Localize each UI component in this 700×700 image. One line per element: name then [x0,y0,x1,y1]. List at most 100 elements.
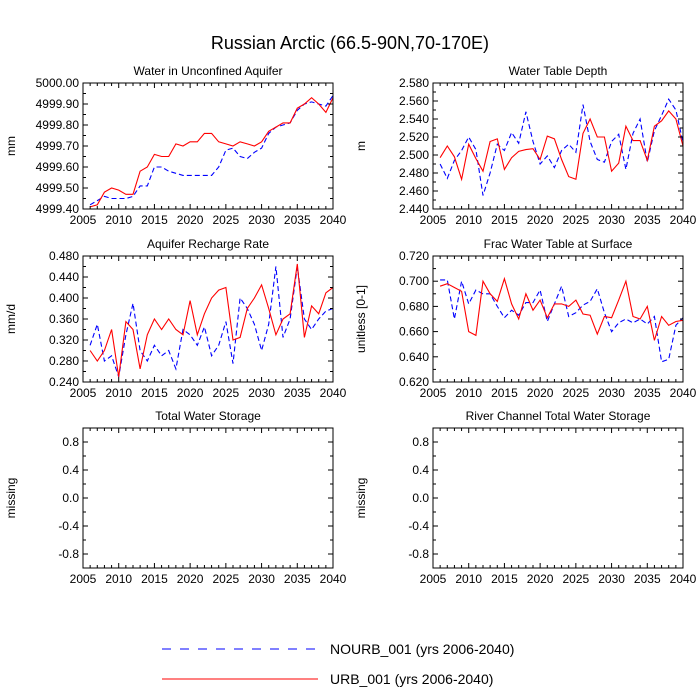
y-tick-label: -0.8 [408,547,429,561]
y-tick-label: 0.440 [49,270,79,284]
panel-4: Frac Water Table at Surface unitless [0-1… [354,237,697,400]
y-tick-label: 2.580 [399,76,429,90]
y-tick-label: 0.700 [399,274,429,288]
x-tick-label: 2040 [670,213,697,227]
y-tick-label: 4999.90 [36,97,80,111]
y-tick-label: 0.240 [49,375,79,389]
x-tick-label: 2015 [141,213,168,227]
y-tick-label: 0.660 [399,325,429,339]
x-tick-label: 2035 [634,213,661,227]
y-axis-label: mm [4,136,18,156]
x-tick-label: 2040 [670,572,697,586]
series-line-urb [439,110,684,182]
x-tick-label: 2015 [491,386,518,400]
x-tick-label: 2010 [105,213,132,227]
x-tick-label: 2010 [455,213,482,227]
y-tick-label: 0.360 [49,312,79,326]
x-tick-label: 2020 [177,572,204,586]
y-axis-label: missing [354,478,368,519]
y-tick-label: 2.560 [399,94,429,108]
panel-title: Aquifer Recharge Rate [147,237,269,251]
series-line-urb [439,276,684,341]
x-tick-label: 2010 [455,386,482,400]
y-tick-label: 4999.60 [36,160,80,174]
x-tick-label: 2040 [670,386,697,400]
legend-label-urb: URB_001 (yrs 2006-2040) [330,671,493,687]
series-line-urb [89,263,334,377]
x-tick-label: 2020 [527,213,554,227]
y-tick-label: 2.440 [399,202,429,216]
x-tick-label: 2025 [563,386,590,400]
y-tick-label: 4999.50 [36,181,80,195]
x-tick-label: 2005 [420,386,447,400]
y-tick-label: 4999.80 [36,118,80,132]
x-tick-label: 2020 [177,386,204,400]
x-tick-label: 2030 [248,572,275,586]
y-tick-label: 5000.00 [36,76,80,90]
y-tick-label: 0.320 [49,333,79,347]
x-tick-label: 2025 [213,386,240,400]
y-tick-label: 0.400 [49,291,79,305]
series-line-nourb [89,266,334,377]
y-tick-label: -0.4 [58,519,79,533]
y-tick-label: 2.520 [399,130,429,144]
legend: NOURB_001 (yrs 2006-2040) URB_001 (yrs 2… [162,641,514,687]
x-tick-label: 2010 [455,572,482,586]
x-tick-label: 2030 [248,213,275,227]
series-line-nourb [89,95,334,206]
y-axis-label: missing [4,478,18,519]
y-tick-label: 4999.70 [36,139,80,153]
x-tick-label: 2015 [491,572,518,586]
y-tick-label: 2.540 [399,112,429,126]
x-tick-label: 2010 [105,572,132,586]
x-tick-label: 2005 [420,213,447,227]
y-tick-label: 4999.40 [36,202,80,216]
x-tick-label: 2030 [598,572,625,586]
y-tick-label: 0.4 [62,463,79,477]
y-axis-label: m [354,141,368,151]
series-line-nourb [440,279,684,363]
y-tick-label: 2.460 [399,184,429,198]
panel-title: River Channel Total Water Storage [466,409,651,423]
x-tick-label: 2035 [634,386,661,400]
x-tick-label: 2030 [598,386,625,400]
x-tick-label: 2040 [320,213,347,227]
x-tick-label: 2020 [177,213,204,227]
panel-title: Water in Unconfined Aquifer [134,64,283,78]
y-tick-label: 2.500 [399,148,429,162]
x-tick-label: 2005 [420,572,447,586]
x-tick-label: 2025 [213,213,240,227]
plot-frame [82,82,334,210]
panel-6: River Channel Total Water Storage missing… [354,409,697,586]
series-line-urb [89,96,334,208]
panel-5: Total Water Storage missing 2005 2010 2015 20… [4,409,347,586]
y-tick-label: 0.620 [399,375,429,389]
x-tick-label: 2030 [248,386,275,400]
y-axis-label: mm/d [4,304,18,334]
y-tick-label: 0.0 [412,491,429,505]
panel-title: Water Table Depth [509,64,608,78]
x-tick-label: 2035 [284,213,311,227]
y-tick-label: 0.640 [399,350,429,364]
series-line-nourb [439,98,684,196]
plot-frame [82,427,334,569]
y-tick-label: 0.720 [399,249,429,263]
x-tick-label: 2030 [598,213,625,227]
y-tick-label: 0.8 [62,435,79,449]
x-tick-label: 2040 [320,386,347,400]
x-tick-label: 2020 [527,386,554,400]
panel-3: Aquifer Recharge Rate mm/d 2005 2010 2015 202… [4,237,347,400]
panel-title: Frac Water Table at Surface [484,237,633,251]
y-tick-label: 2.480 [399,166,429,180]
x-tick-label: 2020 [527,572,554,586]
panel-2: Water Table Depth m 2005 2010 2015 2020 2025 20… [354,64,697,227]
panel-title: Total Water Storage [155,409,261,423]
y-axis-label: unitless [0-1] [354,285,368,353]
x-tick-label: 2035 [284,386,311,400]
y-tick-label: 0.480 [49,249,79,263]
x-tick-label: 2035 [634,572,661,586]
y-tick-label: -0.4 [408,519,429,533]
panels: Water in Unconfined Aquifer mm 2005 2010 201… [4,64,697,586]
y-tick-label: 0.4 [412,463,429,477]
x-tick-label: 2005 [70,213,97,227]
